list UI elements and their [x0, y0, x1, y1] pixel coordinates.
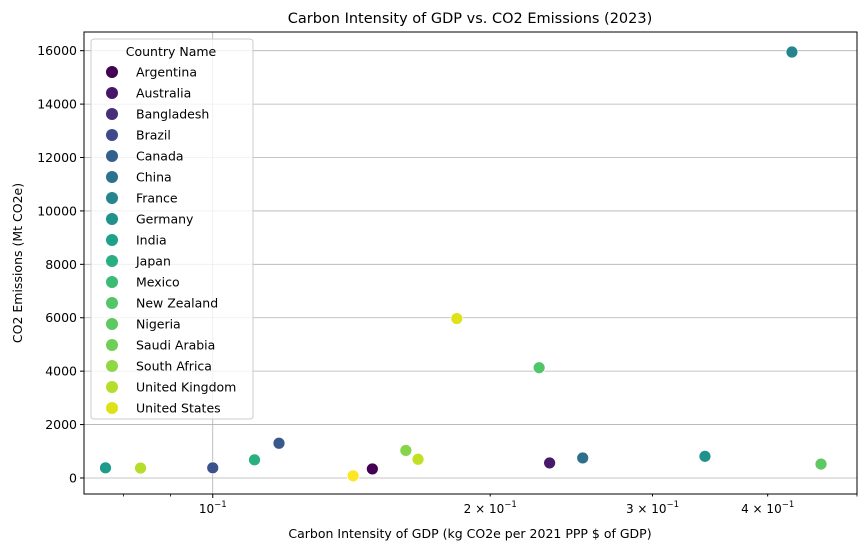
legend-marker-india [106, 234, 118, 246]
legend-marker-canada [106, 150, 118, 162]
data-point-argentina: Argentina [365, 462, 379, 476]
legend-label-brazil: Brazil [136, 128, 171, 143]
legend-marker-australia [106, 87, 118, 99]
legend-items: Argentina Australia Bangladesh Brazil Canada… [106, 65, 236, 416]
legend-marker-new-zealand [106, 297, 118, 309]
y-tick-label: 4000 [45, 364, 77, 379]
y-tick-label: 2000 [45, 417, 77, 432]
legend-marker-bangladesh [106, 108, 118, 120]
legend-marker-mexico [106, 276, 118, 288]
legend-label-canada: Canada [136, 149, 184, 164]
x-tick-label: 4 × 10−1 [741, 500, 794, 516]
data-point-mexico: Mexico [411, 452, 425, 466]
y-tick-label: 16000 [37, 43, 77, 58]
legend-label-japan: Japan [135, 254, 171, 269]
data-point-nigeria: Nigeria [206, 461, 220, 475]
legend-label-south-africa: South Africa [136, 359, 212, 374]
legend-label-mexico: Mexico [136, 275, 180, 290]
data-point-india: India [532, 361, 546, 375]
data-point-brazil: Brazil [272, 436, 286, 450]
legend-label-france: France [136, 191, 178, 206]
x-tick-label: 3 × 10−1 [626, 500, 679, 516]
x-tick-label: 10−1 [199, 500, 227, 516]
legend-marker-nigeria [106, 318, 118, 330]
legend-label-australia: Australia [136, 86, 191, 101]
data-point-united-kingdom: United Kingdom [134, 461, 147, 475]
data-point-australia: Australia [543, 456, 557, 470]
legend-title: Country Name [126, 44, 217, 59]
plot-frame [83, 31, 858, 495]
data-point-south-africa: South Africa [814, 457, 828, 471]
data-point-germany: Germany [248, 453, 261, 467]
legend-marker-brazil [106, 129, 118, 141]
legend: Country Name Argentina Australia Banglades… [90, 38, 254, 420]
x-axis-label: Carbon Intensity of GDP (kg CO2e per 202… [288, 526, 651, 541]
legend-label-india: India [136, 233, 167, 248]
legend-box [90, 38, 254, 420]
legend-marker-united-states [106, 402, 118, 414]
y-tick-label: 0 [69, 470, 77, 485]
chart-title: Carbon Intensity of GDP vs. CO2 Emission… [288, 11, 653, 27]
data-point-saudi-arabia: Saudi Arabia [698, 449, 712, 463]
legend-marker-japan [106, 255, 118, 267]
data-point-new-zealand: New Zealand [346, 469, 360, 483]
y-tick-label: 6000 [45, 310, 77, 325]
legend-label-united-states: United States [136, 401, 221, 416]
legend-marker-united-kingdom [106, 381, 118, 393]
legend-label-bangladesh: Bangladesh [136, 107, 209, 122]
data-point-canada: Canada [576, 451, 590, 465]
legend-label-germany: Germany [136, 212, 194, 227]
data-point-france: France [99, 461, 112, 475]
legend-marker-germany [106, 213, 118, 225]
legend-label-nigeria: Nigeria [136, 317, 181, 332]
y-tick-label: 8000 [45, 257, 77, 272]
y-axis-label: CO2 Emissions (Mt CO2e) [10, 183, 25, 343]
y-tick-label: 14000 [37, 97, 77, 112]
y-tick-label: 10000 [37, 203, 77, 218]
legend-label-new-zealand: New Zealand [136, 296, 218, 311]
data-point-japan: Japan [399, 444, 413, 457]
y-axis: 0 2000 4000 6000 8000 10000 12000 14000 16000 [37, 43, 84, 485]
legend-marker-south-africa [106, 360, 118, 372]
legend-label-saudi-arabia: Saudi Arabia [136, 338, 215, 353]
x-tick-label: 2 × 10−1 [464, 500, 517, 516]
y-tick-label: 12000 [37, 150, 77, 165]
data-point-united-states: United States [450, 312, 464, 325]
legend-label-china: China [136, 170, 172, 185]
legend-marker-saudi-arabia [106, 339, 118, 351]
legend-label-argentina: Argentina [136, 65, 197, 80]
x-axis: 10−1 2 × 10−1 3 × 10−1 4 × 10−1 [123, 494, 858, 516]
legend-marker-argentina [106, 66, 118, 78]
legend-marker-china [106, 171, 118, 183]
legend-marker-france [106, 192, 118, 204]
legend-label-united-kingdom: United Kingdom [136, 380, 236, 395]
data-point-china: China [785, 45, 799, 59]
points-layer: Argentina Australia Bangladesh Brazil Canada… [99, 45, 828, 483]
